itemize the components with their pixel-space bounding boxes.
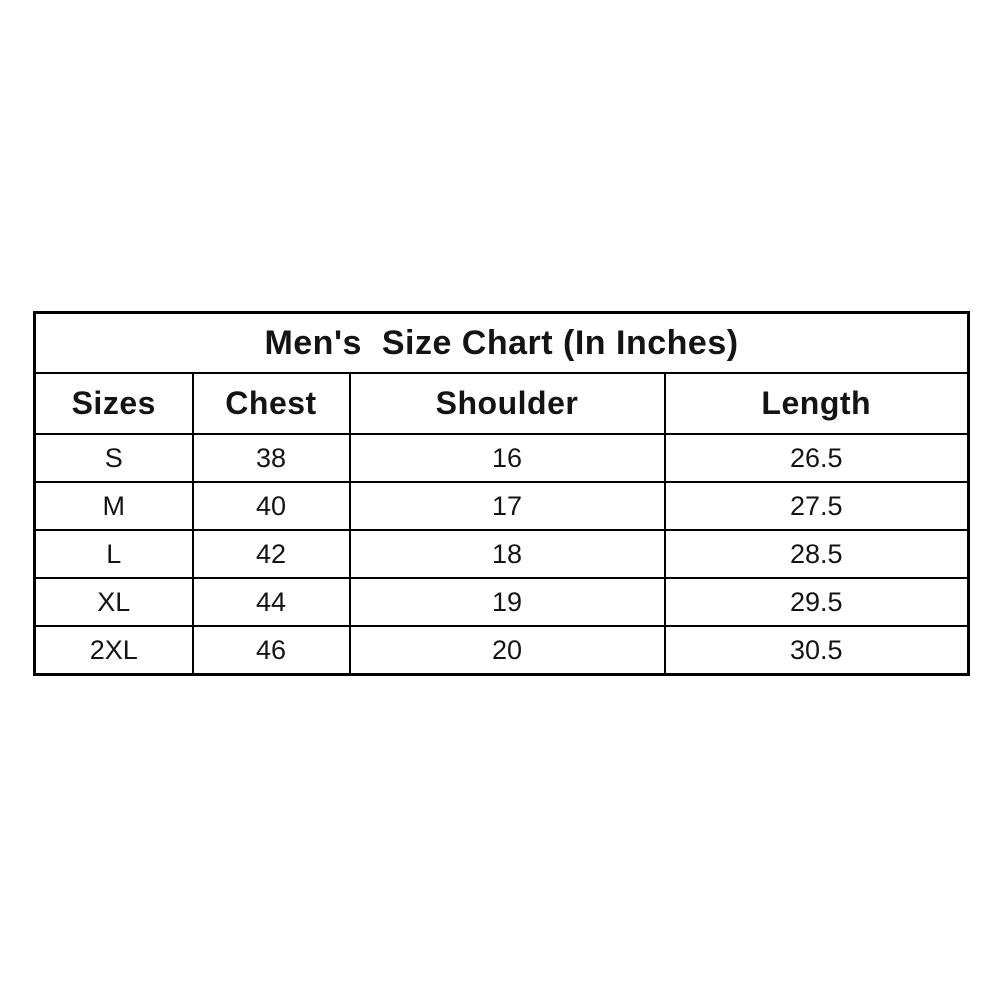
table-header-row: Sizes Chest Shoulder Length xyxy=(33,372,970,435)
column-header-sizes: Sizes xyxy=(33,372,194,435)
cell-size: XL xyxy=(33,577,194,627)
cell-size: 2XL xyxy=(33,625,194,676)
cell-chest: 42 xyxy=(191,529,351,579)
cell-shoulder: 19 xyxy=(348,577,666,627)
cell-size: M xyxy=(33,481,194,531)
column-header-length: Length xyxy=(663,372,970,435)
table-row-2xl: 2XL 46 20 30.5 xyxy=(33,625,970,676)
size-chart-container: Men's Size Chart (In Inches) Sizes Chest… xyxy=(33,311,970,676)
cell-length: 26.5 xyxy=(663,433,970,483)
cell-length: 28.5 xyxy=(663,529,970,579)
cell-shoulder: 16 xyxy=(348,433,666,483)
table-title-row: Men's Size Chart (In Inches) xyxy=(33,311,970,374)
cell-chest: 38 xyxy=(191,433,351,483)
cell-shoulder: 17 xyxy=(348,481,666,531)
mens-size-chart-table: Men's Size Chart (In Inches) Sizes Chest… xyxy=(33,311,970,676)
table-row-xl: XL 44 19 29.5 xyxy=(33,577,970,627)
cell-chest: 46 xyxy=(191,625,351,676)
cell-length: 30.5 xyxy=(663,625,970,676)
cell-size: L xyxy=(33,529,194,579)
cell-shoulder: 18 xyxy=(348,529,666,579)
cell-size: S xyxy=(33,433,194,483)
cell-chest: 40 xyxy=(191,481,351,531)
column-header-shoulder: Shoulder xyxy=(348,372,666,435)
table-title: Men's Size Chart (In Inches) xyxy=(33,311,970,374)
column-header-chest: Chest xyxy=(191,372,351,435)
table-row-s: S 38 16 26.5 xyxy=(33,433,970,483)
cell-chest: 44 xyxy=(191,577,351,627)
cell-shoulder: 20 xyxy=(348,625,666,676)
table-row-l: L 42 18 28.5 xyxy=(33,529,970,579)
table-row-m: M 40 17 27.5 xyxy=(33,481,970,531)
cell-length: 27.5 xyxy=(663,481,970,531)
cell-length: 29.5 xyxy=(663,577,970,627)
